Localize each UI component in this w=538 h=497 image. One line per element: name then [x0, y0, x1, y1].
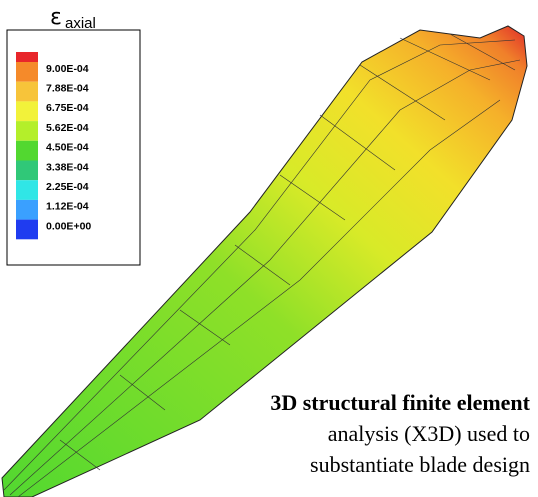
- legend-swatch: [16, 180, 38, 200]
- figure: ε axial 9.00E-04 7.88E-04 6.75E-04 5.62E-04…: [0, 0, 538, 497]
- legend-label: 1.12E-04: [46, 201, 89, 213]
- legend-swatch: [16, 52, 38, 62]
- legend-swatch: [16, 161, 38, 181]
- legend-subscript: axial: [65, 15, 96, 32]
- legend-swatch: [16, 101, 38, 121]
- legend: ε axial 9.00E-04 7.88E-04 6.75E-04 5.62E-04…: [7, 5, 140, 265]
- legend-label: 4.50E-04: [46, 142, 89, 154]
- legend-label: 9.00E-04: [46, 63, 89, 75]
- legend-swatch: [16, 62, 38, 82]
- legend-label: 5.62E-04: [46, 122, 89, 134]
- legend-symbol: ε: [50, 5, 62, 30]
- legend-label: 3.38E-04: [46, 161, 89, 173]
- legend-label: 2.25E-04: [46, 181, 89, 193]
- caption: 3D structural finite element analysis (X…: [270, 390, 530, 477]
- legend-swatch: [16, 121, 38, 141]
- caption-line: substantiate blade design: [310, 452, 530, 477]
- legend-swatch: [16, 220, 38, 240]
- page: ε axial 9.00E-04 7.88E-04 6.75E-04 5.62E-04…: [0, 0, 538, 497]
- caption-line: analysis (X3D) used to: [328, 421, 530, 446]
- legend-label: 6.75E-04: [46, 102, 89, 114]
- legend-swatch: [16, 82, 38, 102]
- legend-swatch: [16, 141, 38, 161]
- legend-swatch: [16, 200, 38, 220]
- legend-label: 0.00E+00: [46, 220, 91, 232]
- legend-label: 7.88E-04: [46, 82, 89, 94]
- caption-line: 3D structural finite element: [270, 390, 530, 415]
